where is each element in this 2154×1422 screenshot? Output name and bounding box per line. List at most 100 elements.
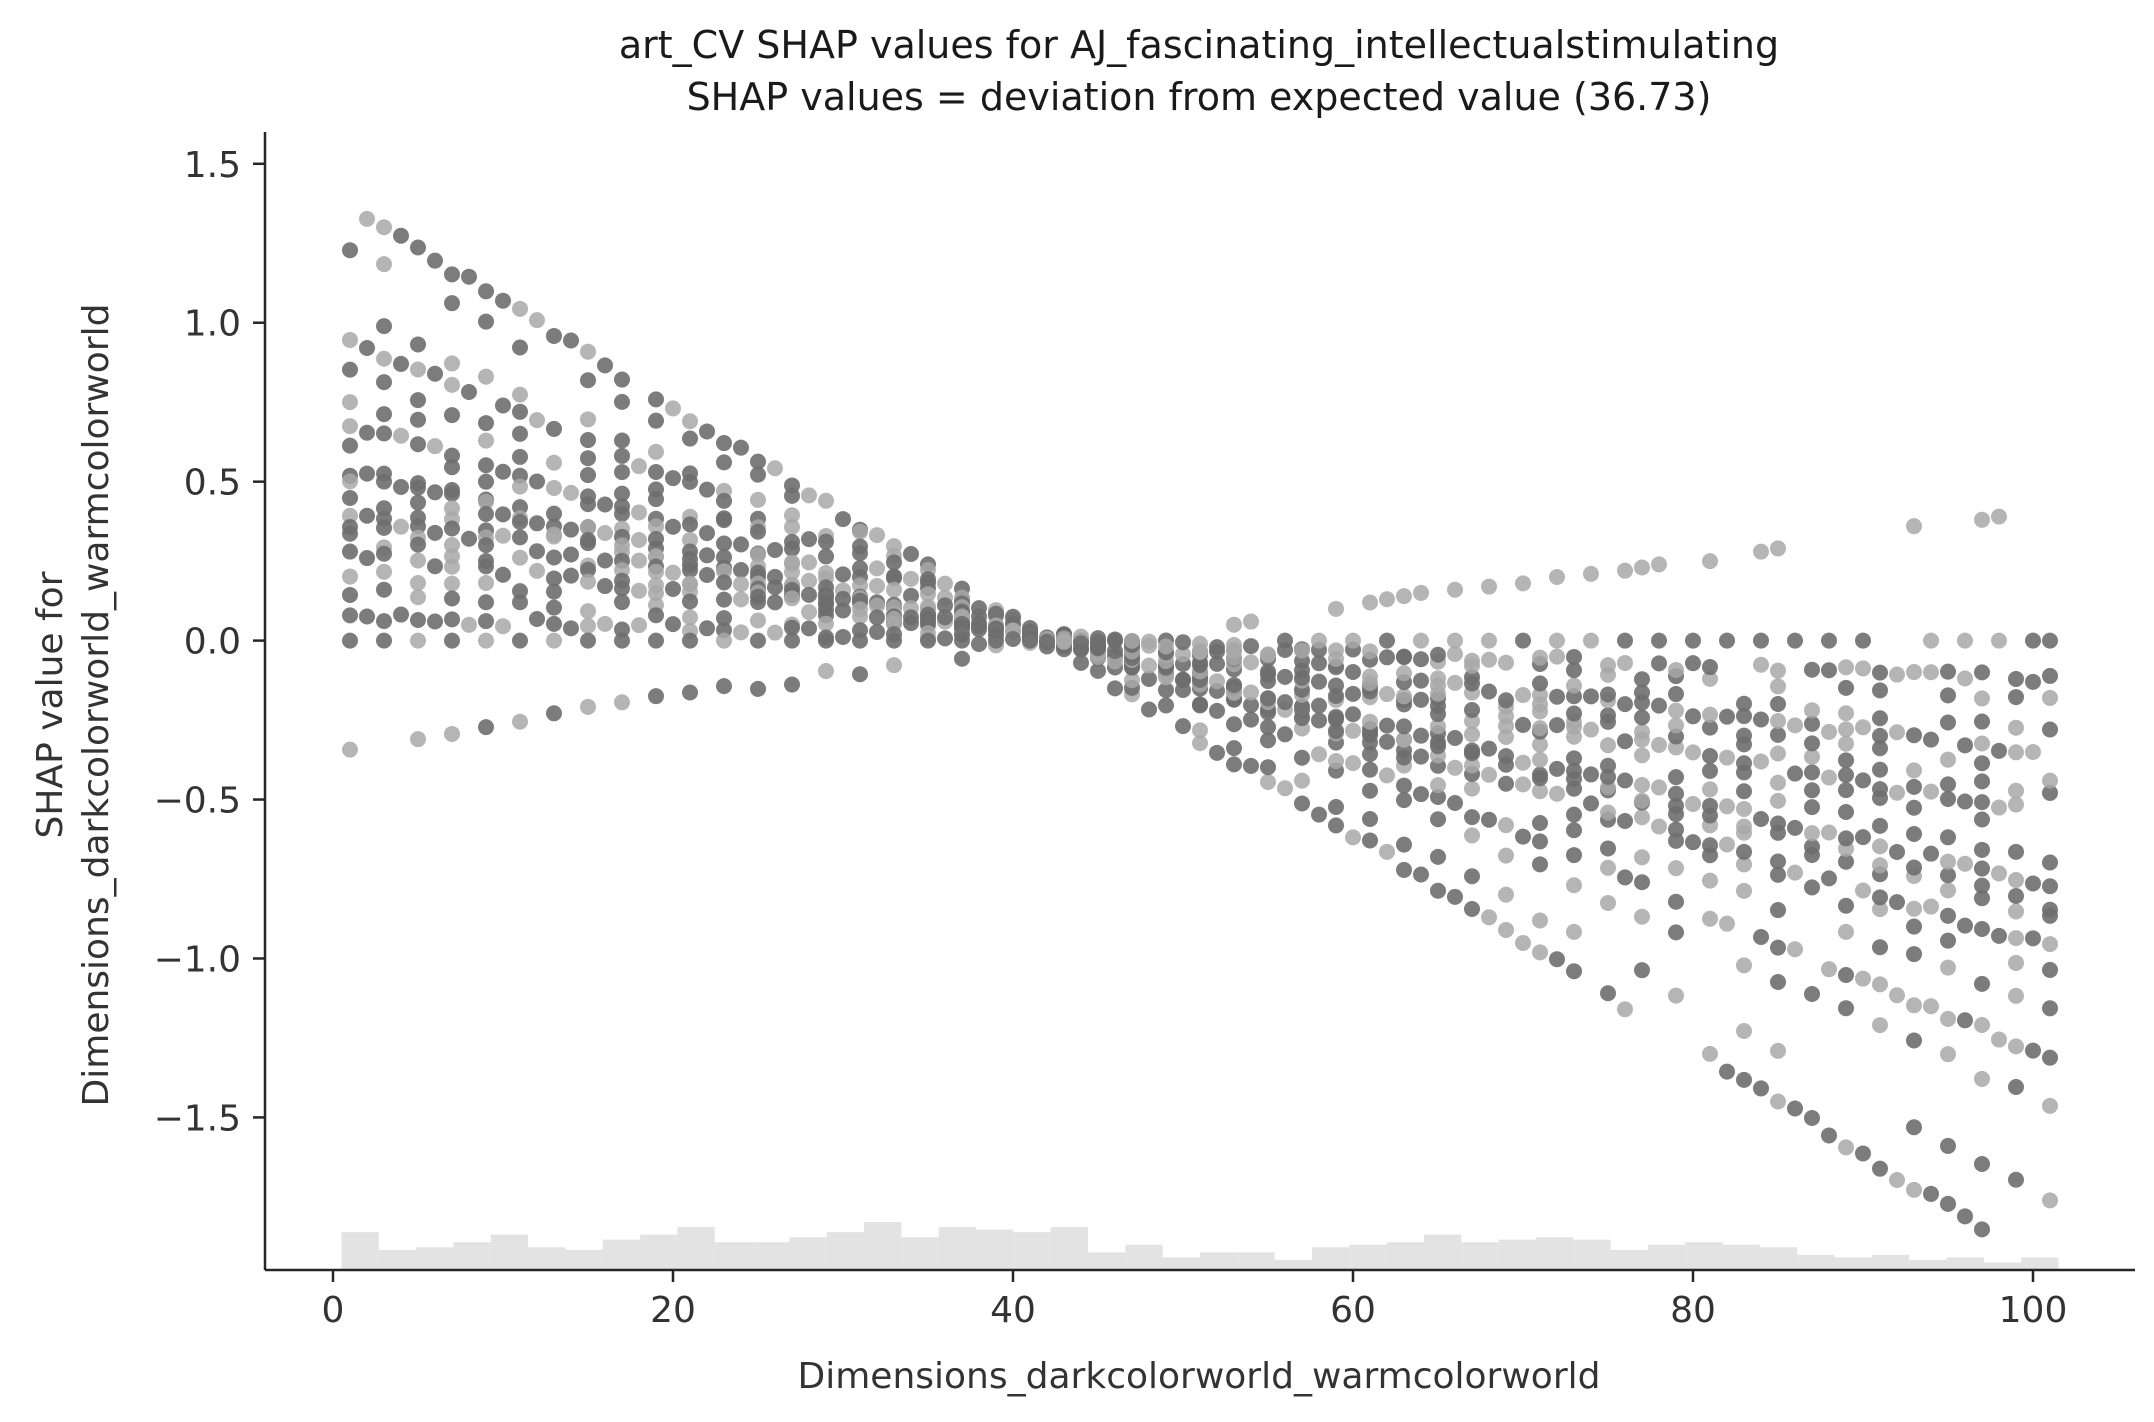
scatter-point [1430, 777, 1446, 794]
scatter-point [1464, 713, 1480, 730]
x-tick-label: 60 [1330, 1290, 1376, 1331]
scatter-point [444, 575, 460, 592]
scatter-point [1549, 648, 1565, 665]
scatter-point [2008, 670, 2024, 687]
scatter-point [1311, 746, 1327, 763]
scatter-point [1753, 811, 1769, 828]
scatter-point [1464, 868, 1480, 885]
scatter-point [1736, 800, 1752, 817]
y-axis-label-line1: SHAP value for [30, 571, 71, 838]
scatter-point [580, 450, 596, 467]
scatter-point [1515, 776, 1531, 793]
scatter-point [1804, 879, 1820, 896]
scatter-point [1175, 646, 1191, 663]
scatter-point [1634, 874, 1650, 891]
scatter-point [886, 632, 902, 649]
scatter-point [1209, 655, 1225, 672]
scatter-point [1396, 649, 1412, 666]
scatter-point [1821, 632, 1837, 649]
scatter-point [1753, 1080, 1769, 1097]
scatter-point [342, 473, 358, 490]
scatter-point [869, 527, 885, 544]
scatter-point [410, 575, 426, 592]
y-tick-label: −0.5 [154, 781, 241, 822]
scatter-point [682, 516, 698, 533]
scatter-point [1923, 845, 1939, 862]
scatter-point [665, 564, 681, 581]
scatter-point [376, 613, 392, 630]
scatter-point [461, 384, 477, 401]
scatter-point [512, 549, 528, 566]
scatter-point [1906, 946, 1922, 963]
scatter-point [648, 491, 664, 508]
scatter-point [1430, 670, 1446, 687]
scatter-point [1821, 723, 1837, 740]
scatter-point [2008, 903, 2024, 920]
scatter-point [478, 457, 494, 474]
scatter-point [478, 558, 494, 575]
scatter-point [1804, 825, 1820, 842]
scatter-point [427, 438, 443, 455]
scatter-point [784, 564, 800, 581]
scatter-point [1872, 939, 1888, 956]
scatter-point [1651, 736, 1667, 753]
scatter-point [1770, 696, 1786, 713]
scatter-point [1838, 735, 1854, 752]
scatter-point [2025, 875, 2041, 892]
scatter-point [1957, 855, 1973, 872]
scatter-point [665, 518, 681, 535]
x-tick-label: 80 [1670, 1290, 1716, 1331]
scatter-point [750, 632, 766, 649]
scatter-point [750, 612, 766, 629]
scatter-point [1787, 941, 1803, 958]
scatter-point [1685, 744, 1701, 761]
scatter-point [614, 505, 630, 522]
scatter-point [393, 606, 409, 623]
scatter-point [1787, 819, 1803, 836]
scatter-point [1396, 792, 1412, 809]
scatter-point [1872, 727, 1888, 744]
scatter-points-layer [342, 210, 2058, 1238]
scatter-point [1226, 716, 1242, 733]
scatter-point [427, 524, 443, 541]
scatter-point [512, 425, 528, 442]
scatter-point [1413, 727, 1429, 744]
scatter-point [427, 613, 443, 630]
scatter-point [1005, 631, 1021, 648]
scatter-point [1260, 663, 1276, 680]
scatter-point [512, 300, 528, 317]
scatter-point [1260, 690, 1276, 707]
scatter-point [1464, 900, 1480, 917]
scatter-point [682, 413, 698, 430]
scatter-point [1379, 632, 1395, 649]
scatter-point [835, 602, 851, 619]
scatter-point [682, 562, 698, 579]
scatter-point [512, 713, 528, 730]
scatter-point [1600, 657, 1616, 674]
scatter-point [444, 611, 460, 628]
scatter-point [2042, 854, 2058, 871]
scatter-point [1770, 902, 1786, 919]
scatter-point [1617, 869, 1633, 886]
scatter-point [597, 578, 613, 595]
scatter-point [1634, 849, 1650, 866]
scatter-point [614, 432, 630, 449]
scatter-point [1872, 761, 1888, 778]
scatter-point [1940, 1137, 1956, 1154]
scatter-point [529, 312, 545, 329]
histogram-bin [1909, 1259, 1947, 1270]
scatter-point [1311, 632, 1327, 649]
scatter-point [1923, 998, 1939, 1015]
scatter-point [1736, 727, 1752, 744]
scatter-point [1736, 843, 1752, 860]
scatter-point [2042, 961, 2058, 978]
scatter-point [716, 591, 732, 608]
scatter-point [750, 466, 766, 483]
scatter-point [342, 489, 358, 506]
scatter-point [1498, 692, 1514, 709]
scatter-point [393, 518, 409, 535]
scatter-point [376, 581, 392, 598]
scatter-point [1634, 671, 1650, 688]
scatter-point [1260, 774, 1276, 791]
scatter-point [1413, 584, 1429, 601]
